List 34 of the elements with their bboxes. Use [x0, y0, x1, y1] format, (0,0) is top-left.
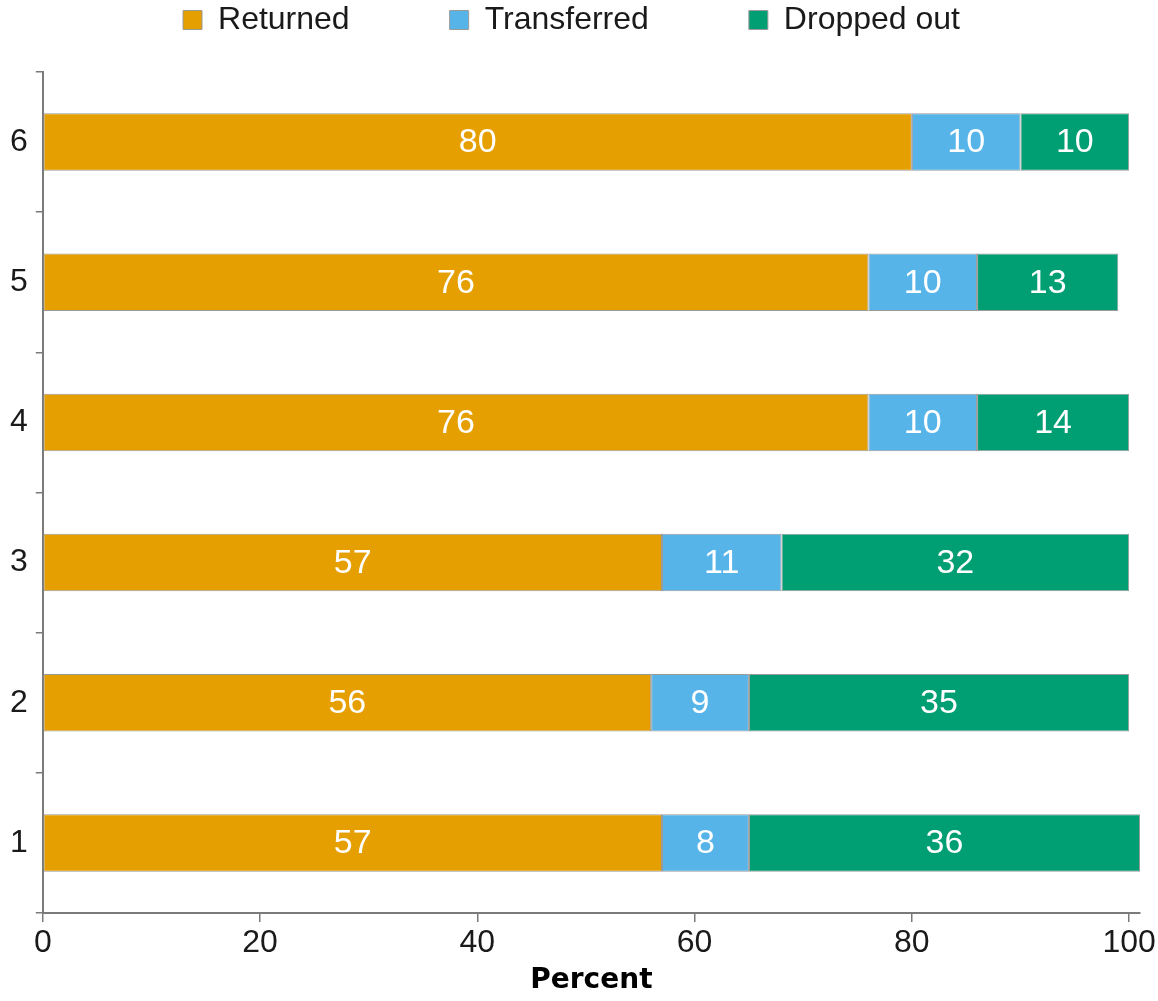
data-label: 56	[328, 682, 367, 721]
data-label: 9	[690, 682, 710, 721]
data-label: 32	[936, 541, 975, 580]
data-label: 10	[903, 261, 942, 300]
x-tick-label: 40	[459, 923, 496, 960]
data-label: 13	[1028, 261, 1067, 300]
legend-label: Transferred	[484, 0, 649, 36]
y-tick-label: 1	[10, 822, 28, 859]
data-label: 10	[903, 401, 942, 440]
x-tick-label: 80	[894, 923, 930, 960]
x-tick-label: 100	[1102, 923, 1156, 960]
data-label: 57	[333, 541, 372, 580]
y-tick-label: 4	[10, 402, 28, 439]
legend-label: Dropped out	[783, 0, 961, 36]
data-label: 36	[925, 822, 964, 861]
x-axis-title: Percent	[530, 962, 653, 996]
data-label: 11	[704, 541, 740, 580]
x-tick-label: 20	[242, 923, 278, 960]
data-label: 76	[437, 401, 475, 440]
y-tick-label: 5	[10, 262, 28, 299]
data-label: 35	[920, 682, 958, 721]
data-label: 80	[458, 121, 497, 160]
data-label: 76	[437, 261, 475, 300]
data-label: 57	[333, 822, 372, 861]
data-label: 10	[947, 121, 986, 160]
data-label: 14	[1034, 401, 1073, 440]
data-label: 10	[1055, 121, 1094, 160]
x-tick-label: 60	[676, 923, 713, 960]
legend-label: Returned	[218, 0, 350, 36]
y-tick-label: 3	[10, 542, 28, 579]
y-tick-label: 2	[10, 682, 28, 719]
data-label: 8	[696, 822, 715, 861]
y-tick-label: 6	[10, 121, 28, 158]
x-tick-label: 0	[33, 923, 52, 960]
